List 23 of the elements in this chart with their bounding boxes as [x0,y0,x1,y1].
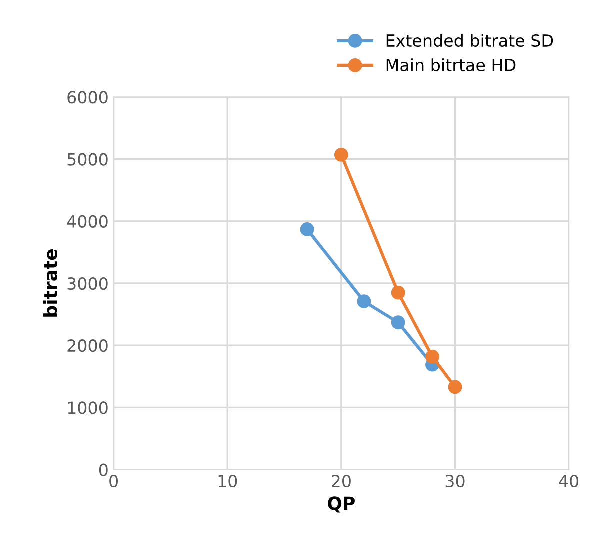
point [357,294,372,308]
x-tick-label: 30 [446,474,465,488]
y-tick-label: 4000 [67,215,108,228]
point [448,380,462,394]
point [334,148,348,162]
x-tick-label: 0 [110,474,118,488]
x-tick-label: 10 [218,474,238,488]
point [391,316,406,330]
point [300,222,314,236]
y-tick-label: 3000 [68,277,108,290]
x-tick-label: 20 [332,474,351,488]
x-tick-label: 40 [559,474,579,488]
x-axis-title: QP [328,496,355,513]
y-tick-label: 6000 [68,91,108,104]
legend-label: Main bitrtae HD [386,58,516,72]
y-axis-title: bitrate [44,250,58,317]
point [426,350,440,364]
point [391,286,406,300]
y-tick-label: 1000 [68,402,108,414]
legend-label: Extended bitrate SD [386,34,554,48]
y-tick-label: 2000 [68,340,108,352]
y-tick-label: 5000 [68,153,108,166]
y-tick-label: 0 [99,464,108,476]
